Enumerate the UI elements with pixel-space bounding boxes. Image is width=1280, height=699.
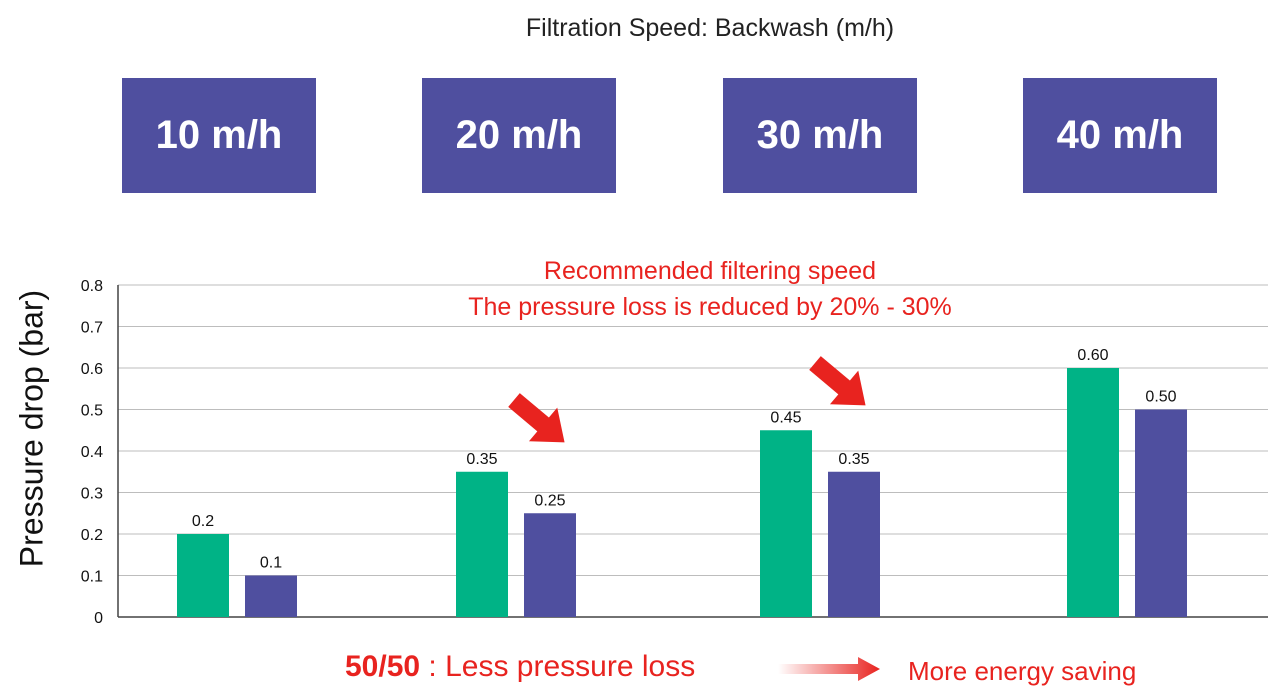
bar <box>1067 368 1119 617</box>
down-arrow-icon <box>809 356 866 406</box>
bar <box>1135 409 1187 617</box>
down-arrow-icon <box>508 393 565 443</box>
bar <box>245 575 297 617</box>
speed-box-10: 10 m/h <box>122 78 316 193</box>
y-tick-label: 0.8 <box>81 278 103 295</box>
bar <box>177 534 229 617</box>
speed-box-40: 40 m/h <box>1023 78 1217 193</box>
speed-box-30: 30 m/h <box>723 78 917 193</box>
bar-value-label: 0.2 <box>192 513 214 530</box>
y-tick-label: 0.2 <box>81 527 103 544</box>
bar-value-label: 0.35 <box>838 451 869 468</box>
bottom-note-bold: 50/50 <box>345 650 421 683</box>
recommended-note-line1: Recommended filtering speed <box>543 257 877 285</box>
speed-box-20: 20 m/h <box>422 78 616 193</box>
energy-saving-note: More energy saving <box>908 656 1137 686</box>
y-tick-label: 0.4 <box>81 444 103 461</box>
y-tick-label: 0 <box>94 610 103 627</box>
y-tick-label: 0.3 <box>81 486 103 503</box>
y-tick-label: 0.5 <box>81 403 103 420</box>
y-axis-label: Pressure drop (bar) <box>13 289 50 568</box>
right-arrow-icon <box>778 657 880 681</box>
chart-title-wrap: Filtration Speed: Backwash (m/h) <box>0 14 1280 43</box>
bottom-note-text: : Less pressure loss <box>420 650 696 683</box>
bar <box>456 471 508 617</box>
bar-value-label: 0.1 <box>260 555 282 572</box>
bottom-note: 50/50 : Less pressure loss <box>345 650 695 684</box>
bar-value-label: 0.60 <box>1077 347 1108 364</box>
y-tick-label: 0.1 <box>81 569 103 586</box>
bar-value-label: 0.35 <box>466 451 497 468</box>
recommended-note-line2: The pressure loss is reduced by 20% - 30… <box>468 293 952 321</box>
bar <box>828 471 880 617</box>
bar-value-label: 0.50 <box>1145 389 1176 406</box>
bar-value-label: 0.25 <box>534 492 565 509</box>
y-tick-label: 0.7 <box>81 320 103 337</box>
chart-title: Filtration Speed: Backwash (m/h) <box>525 14 895 42</box>
y-tick-label: 0.6 <box>81 361 103 378</box>
bar <box>524 513 576 617</box>
bar <box>760 430 812 617</box>
bar-value-label: 0.45 <box>770 409 801 426</box>
